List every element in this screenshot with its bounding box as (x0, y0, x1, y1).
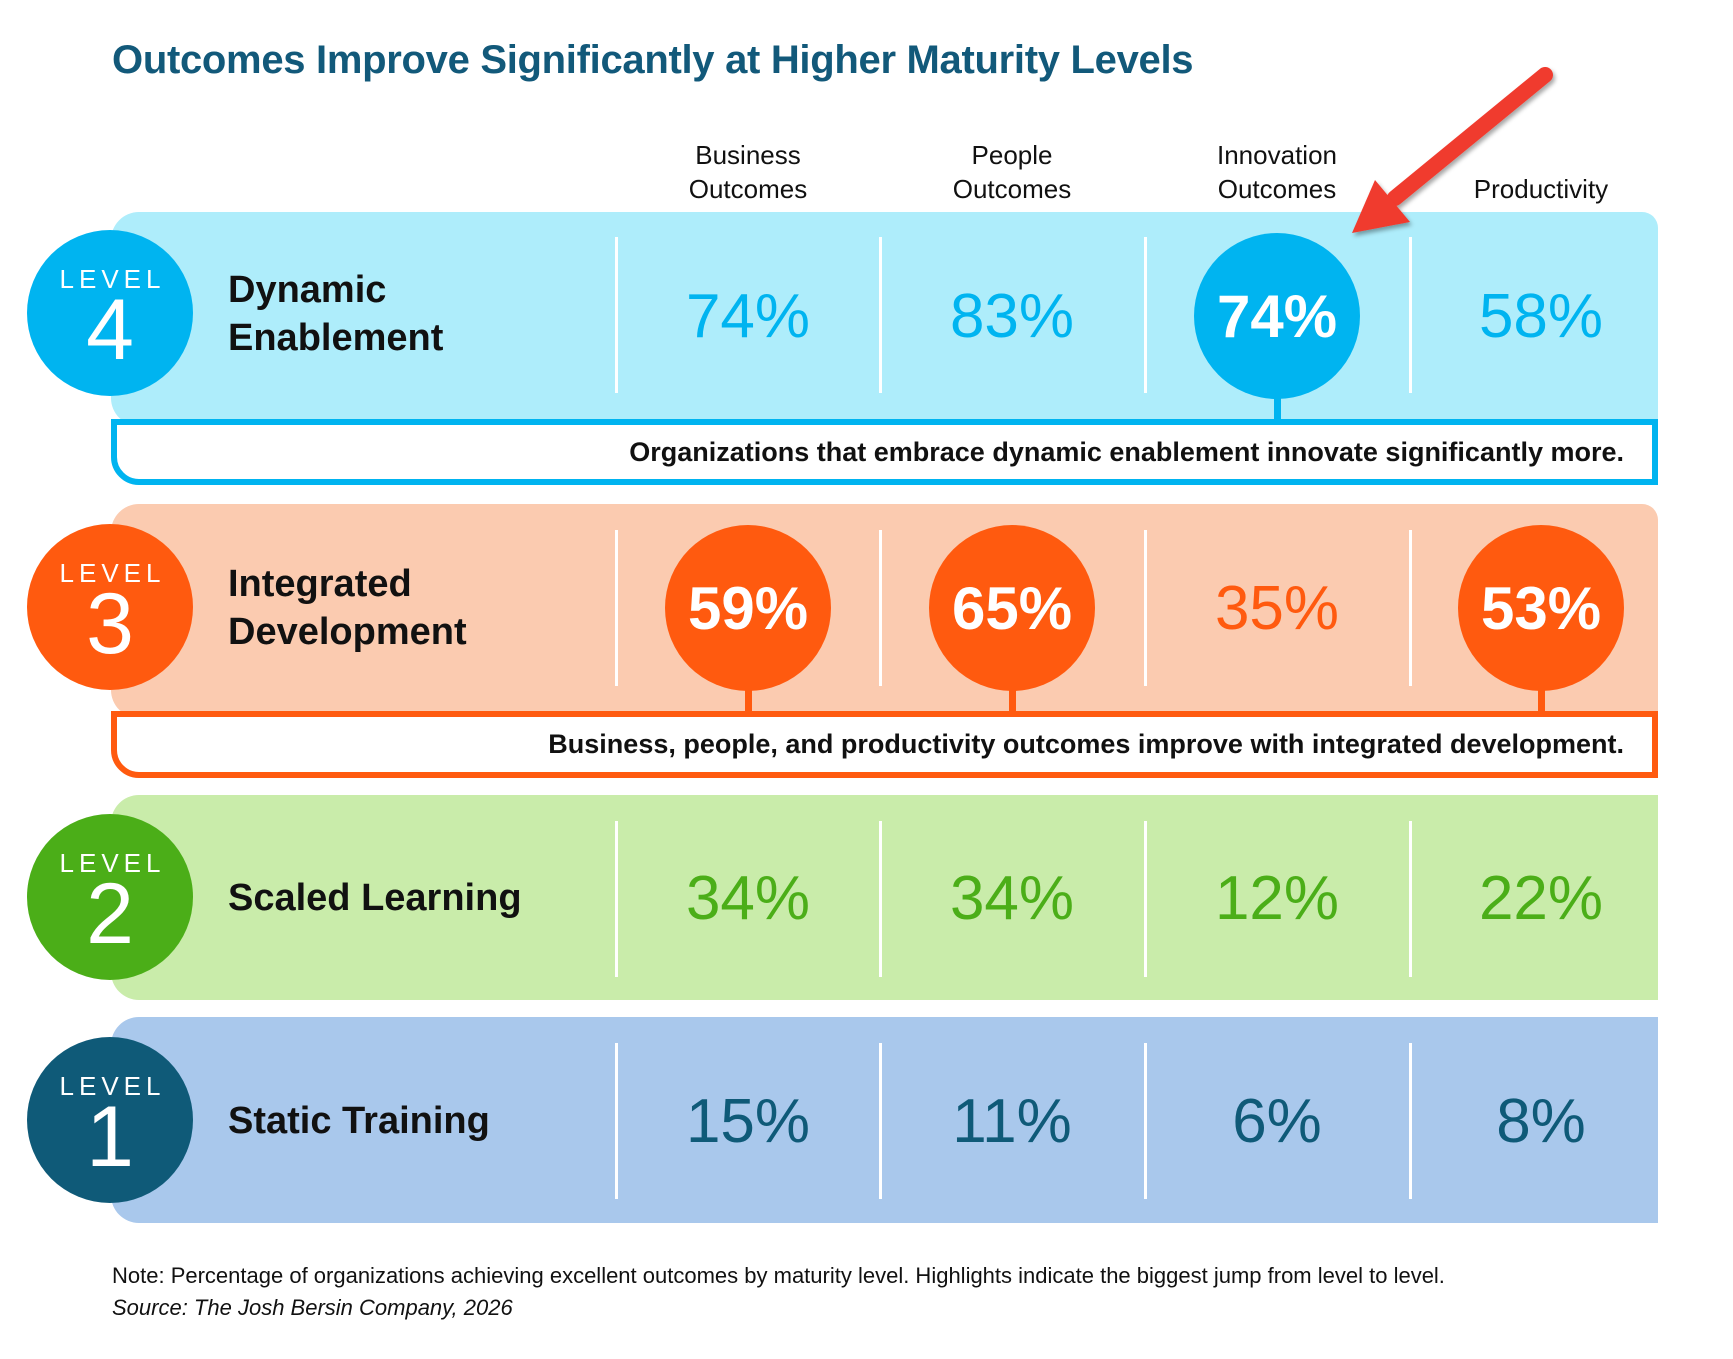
level-word: LEVEL (59, 558, 166, 588)
column-divider (615, 237, 618, 393)
column-header-line2: Outcomes (952, 174, 1072, 204)
level-1-people-value: 11% (952, 1087, 1072, 1156)
column-header-innovation: Innovation Outcomes (1157, 138, 1397, 206)
level-1-productivity-value: 8% (1496, 1087, 1586, 1156)
column-divider (1409, 1043, 1412, 1199)
column-header-line2: Productivity (1473, 174, 1609, 204)
level-number: 4 (86, 282, 134, 378)
level-1-panel (111, 1017, 1658, 1223)
column-header-line2: Outcomes (1217, 174, 1337, 204)
level-3-badge: LEVEL 3 (27, 524, 193, 690)
level-4-innovation-value: 74% (1216, 282, 1338, 350)
chart-title: Outcomes Improve Significantly at Higher… (112, 38, 1194, 82)
level-number: 1 (86, 1089, 134, 1185)
column-divider (1409, 821, 1412, 977)
column-header-business: Business Outcomes (628, 138, 868, 206)
level-name-line1: Scaled Learning (228, 877, 522, 919)
column-header-line2: Outcomes (688, 174, 808, 204)
level-1-innovation-value: 6% (1232, 1087, 1322, 1156)
level-2-business-value: 34% (685, 864, 811, 933)
level-3-productivity-stem (1538, 684, 1545, 714)
column-divider (1144, 237, 1147, 393)
column-divider (879, 1043, 882, 1199)
level-word: LEVEL (59, 1071, 166, 1101)
level-3-people-stem (1009, 684, 1016, 714)
level-3-people-value: 65% (951, 574, 1073, 642)
footnote: Note: Percentage of organizations achiev… (112, 1263, 1445, 1288)
column-divider (1144, 1043, 1147, 1199)
level-3-business-stem (745, 684, 752, 714)
level-word: LEVEL (59, 848, 166, 878)
level-4-innovation-highlight: 74% (1194, 233, 1360, 399)
column-header-line1: People (971, 140, 1053, 170)
column-header-productivity: Productivity (1421, 138, 1661, 206)
level-4-badge: LEVEL 4 (27, 230, 193, 396)
level-2-innovation-value: 12% (1214, 864, 1340, 933)
column-header-line1: Business (695, 140, 801, 170)
column-divider (615, 1043, 618, 1199)
level-3-panel (111, 504, 1658, 718)
level-name-line1: Integrated (228, 563, 412, 605)
level-3-name: Integrated Development (228, 560, 467, 656)
column-divider (1144, 530, 1147, 686)
source-credit: Source: The Josh Bersin Company, 2026 (112, 1295, 513, 1320)
level-4-callout-text: Organizations that embrace dynamic enabl… (629, 436, 1624, 467)
column-divider (1144, 821, 1147, 977)
level-name-line1: Dynamic (228, 269, 387, 311)
column-header-line1: Innovation (1217, 140, 1337, 170)
level-4-panel (111, 212, 1658, 426)
level-3-innovation-value: 35% (1214, 574, 1340, 643)
column-divider (1409, 530, 1412, 686)
level-number: 3 (86, 576, 134, 672)
level-3-business-highlight: 59% (665, 525, 831, 691)
level-name-line2: Enablement (228, 317, 444, 359)
level-2-people-value: 34% (949, 864, 1075, 933)
column-divider (879, 821, 882, 977)
column-header-people: People Outcomes (892, 138, 1132, 206)
level-2-name: Scaled Learning (228, 874, 522, 922)
level-number: 2 (86, 866, 134, 962)
level-4-highlight-stem (1274, 390, 1281, 422)
level-name-line1: Static Training (228, 1100, 490, 1142)
level-3-people-highlight: 65% (929, 525, 1095, 691)
level-2-badge: LEVEL 2 (27, 814, 193, 980)
level-2-panel (111, 795, 1658, 1000)
level-word: LEVEL (59, 264, 166, 294)
level-4-callout: Organizations that embrace dynamic enabl… (111, 419, 1658, 485)
level-3-productivity-highlight: 53% (1458, 525, 1624, 691)
level-3-productivity-value: 53% (1480, 574, 1602, 642)
level-4-business-value: 74% (685, 282, 811, 351)
level-1-business-value: 15% (685, 1087, 811, 1156)
level-4-name: Dynamic Enablement (228, 266, 443, 362)
level-4-people-value: 83% (949, 282, 1075, 351)
column-divider (615, 821, 618, 977)
level-3-callout-text: Business, people, and productivity outco… (548, 729, 1624, 759)
level-1-badge: LEVEL 1 (27, 1037, 193, 1203)
column-divider (615, 530, 618, 686)
level-2-productivity-value: 22% (1478, 864, 1604, 933)
column-divider (879, 237, 882, 393)
level-3-business-value: 59% (687, 574, 809, 642)
level-1-name: Static Training (228, 1097, 490, 1145)
level-name-line2: Development (228, 611, 467, 653)
column-divider (879, 530, 882, 686)
column-divider (1409, 237, 1412, 393)
level-3-callout: Business, people, and productivity outco… (111, 711, 1658, 778)
level-4-productivity-value: 58% (1478, 282, 1604, 351)
